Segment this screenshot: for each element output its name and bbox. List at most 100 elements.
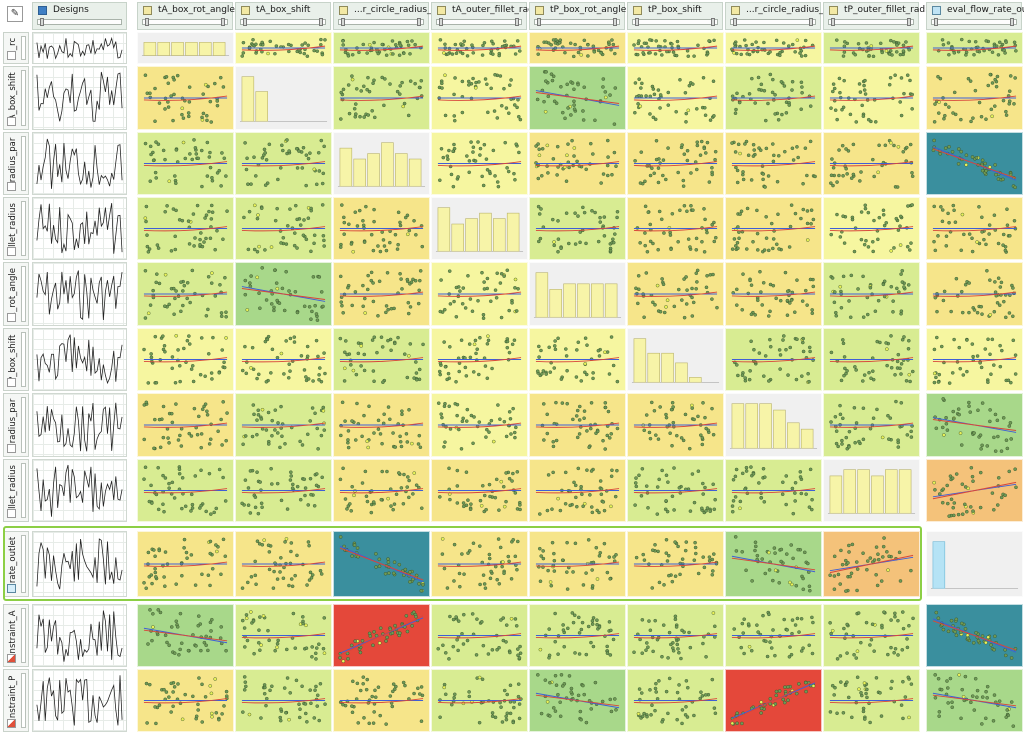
row-range-slider[interactable] <box>21 136 26 191</box>
row-header-9[interactable]: ...nstraint_A <box>3 604 29 667</box>
scatter-cell[interactable] <box>823 669 920 732</box>
scatter-cell[interactable] <box>529 604 626 667</box>
scatter-cell[interactable] <box>926 393 1023 457</box>
scatter-cell[interactable] <box>431 262 528 326</box>
scatter-cell[interactable] <box>235 604 332 667</box>
scatter-cell[interactable] <box>926 132 1023 195</box>
scatter-cell[interactable] <box>627 459 724 522</box>
range-min-handle[interactable] <box>439 18 443 26</box>
scatter-cell[interactable] <box>926 604 1023 667</box>
scatter-cell[interactable] <box>725 459 822 522</box>
row-header-10[interactable]: ...nstraint_P <box>3 669 29 732</box>
histogram-cell[interactable] <box>823 459 920 522</box>
scatter-cell[interactable] <box>431 531 528 597</box>
designs-column-header[interactable]: Designs <box>32 2 127 30</box>
range-min-handle[interactable] <box>243 18 247 26</box>
column-range-slider[interactable] <box>436 18 522 26</box>
column-range-slider[interactable] <box>730 18 816 26</box>
range-min-handle[interactable] <box>934 18 938 26</box>
row-range-slider[interactable] <box>21 535 26 593</box>
scatter-cell[interactable] <box>529 328 626 391</box>
column-header-2[interactable]: ...r_circle_radius_par <box>333 2 446 30</box>
scatter-cell[interactable] <box>725 66 822 130</box>
row-header-0[interactable]: ..._rc <box>3 32 29 64</box>
scatter-cell[interactable] <box>333 459 430 522</box>
scatter-cell[interactable] <box>137 604 234 667</box>
histogram-cell[interactable] <box>627 328 724 391</box>
range-min-handle[interactable] <box>537 18 541 26</box>
scatter-cell[interactable] <box>333 531 430 597</box>
scatter-cell[interactable] <box>725 531 822 597</box>
scatter-cell[interactable] <box>627 132 724 195</box>
column-range-slider[interactable] <box>240 18 326 26</box>
range-min-handle[interactable] <box>341 18 345 26</box>
input-variable-icon[interactable] <box>7 444 16 453</box>
row-range-slider[interactable] <box>21 70 26 126</box>
scatter-cell[interactable] <box>627 66 724 130</box>
range-max-handle[interactable] <box>319 18 323 26</box>
row-header-1[interactable]: tA_box_shift <box>3 66 29 130</box>
column-header-6[interactable]: ...r_circle_radius_par <box>725 2 838 30</box>
scatter-cell[interactable] <box>926 262 1023 326</box>
range-max-handle[interactable] <box>613 18 617 26</box>
column-header-7[interactable]: tP_outer_fillet_radius <box>823 2 938 30</box>
column-header-3[interactable]: tA_outer_fillet_radius <box>431 2 547 30</box>
scatter-cell[interactable] <box>627 531 724 597</box>
scatter-cell[interactable] <box>725 32 822 64</box>
range-min-handle[interactable] <box>831 18 835 26</box>
column-header-1[interactable]: tA_box_shift <box>235 2 331 30</box>
scatter-cell[interactable] <box>823 66 920 130</box>
scatter-cell[interactable] <box>823 328 920 391</box>
scatter-cell[interactable] <box>529 531 626 597</box>
scatter-cell[interactable] <box>627 262 724 326</box>
scatter-cell[interactable] <box>823 393 920 457</box>
scatter-cell[interactable] <box>823 604 920 667</box>
scatter-cell[interactable] <box>235 197 332 260</box>
scatter-cell[interactable] <box>529 132 626 195</box>
column-range-slider[interactable] <box>931 18 1017 26</box>
scatter-cell[interactable] <box>137 393 234 457</box>
scatter-cell[interactable] <box>137 531 234 597</box>
scatter-cell[interactable] <box>926 32 1023 64</box>
scatter-cell[interactable] <box>725 132 822 195</box>
scatter-cell[interactable] <box>137 262 234 326</box>
scatter-cell[interactable] <box>627 197 724 260</box>
scatter-cell[interactable] <box>333 669 430 732</box>
row-header-5[interactable]: tP_box_shift <box>3 328 29 391</box>
scatter-cell[interactable] <box>926 328 1023 391</box>
scatter-cell[interactable] <box>333 66 430 130</box>
range-max-handle[interactable] <box>417 18 421 26</box>
input-variable-icon[interactable] <box>7 247 16 256</box>
scatter-cell[interactable] <box>926 66 1023 130</box>
row-header-4[interactable]: ..._rot_angle <box>3 262 29 326</box>
input-variable-icon[interactable] <box>7 117 16 126</box>
input-variable-icon[interactable] <box>7 182 16 191</box>
row-header-2[interactable]: ...radius_par <box>3 132 29 195</box>
row-range-slider[interactable] <box>21 463 26 518</box>
scatter-cell[interactable] <box>926 669 1023 732</box>
scatter-cell[interactable] <box>431 459 528 522</box>
scatter-cell[interactable] <box>823 132 920 195</box>
input-variable-icon[interactable] <box>7 51 16 60</box>
scatter-cell[interactable] <box>431 604 528 667</box>
scatter-cell[interactable] <box>725 604 822 667</box>
scatter-cell[interactable] <box>235 132 332 195</box>
scatter-cell[interactable] <box>725 669 822 732</box>
scatter-cell[interactable] <box>235 393 332 457</box>
scatter-cell[interactable] <box>431 669 528 732</box>
output-variable-icon[interactable] <box>7 584 16 593</box>
scatter-cell[interactable] <box>725 262 822 326</box>
scatter-cell[interactable] <box>823 197 920 260</box>
row-header-6[interactable]: ...radius_par <box>3 393 29 457</box>
scatter-cell[interactable] <box>627 669 724 732</box>
range-max-handle[interactable] <box>907 18 911 26</box>
scatter-cell[interactable] <box>823 531 920 597</box>
scatter-cell[interactable] <box>529 32 626 64</box>
column-header-4[interactable]: tP_box_rot_angle <box>529 2 626 30</box>
column-range-slider[interactable] <box>338 18 424 26</box>
scatter-cell[interactable] <box>137 197 234 260</box>
scatter-cell[interactable] <box>137 132 234 195</box>
scatter-cell[interactable] <box>333 604 430 667</box>
row-header-8[interactable]: ...rate_outlet <box>3 531 29 597</box>
scatter-cell[interactable] <box>431 66 528 130</box>
